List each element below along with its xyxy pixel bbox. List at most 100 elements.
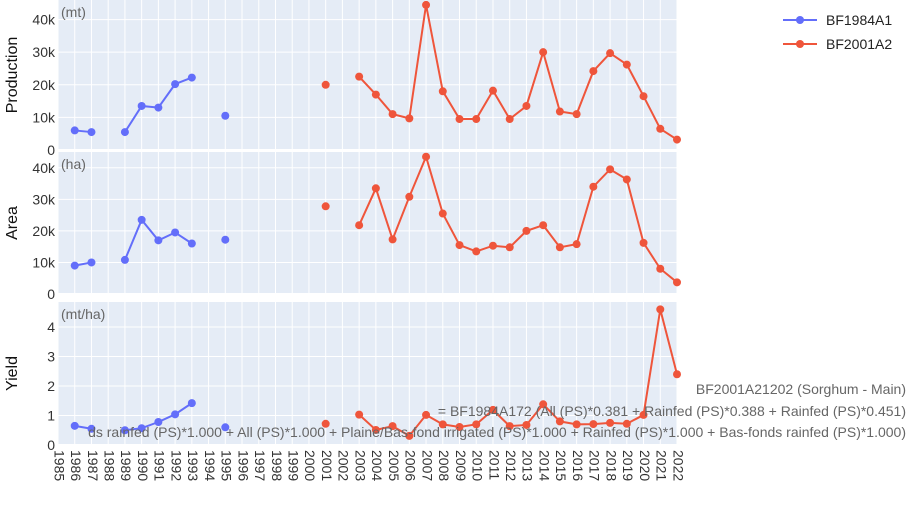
x-tick-label: 1998 — [269, 450, 285, 481]
data-point-BF2001A2 — [388, 422, 397, 431]
data-point-BF2001A2 — [656, 264, 665, 273]
data-point-BF1984A1 — [137, 424, 146, 433]
data-point-BF1984A1 — [187, 399, 196, 408]
x-tick-label: 2007 — [419, 450, 435, 481]
data-point-BF2001A2 — [522, 101, 531, 110]
data-point-BF2001A2 — [589, 420, 598, 429]
x-tick-label: 2022 — [670, 450, 686, 481]
data-point-BF2001A2 — [405, 114, 414, 123]
data-point-BF2001A2 — [505, 422, 514, 431]
data-point-BF2001A2 — [606, 165, 615, 174]
data-point-BF2001A2 — [422, 410, 431, 419]
x-tick-label: 1993 — [185, 450, 201, 481]
data-point-BF1984A1 — [70, 261, 79, 270]
y-tick-label: 40k — [32, 12, 56, 28]
y-tick-label: 20k — [32, 77, 56, 93]
y-tick-label: 10k — [32, 254, 56, 270]
y-tick-label: 10k — [32, 109, 56, 125]
x-tick-label: 2009 — [453, 450, 469, 481]
x-tick-label: 1990 — [135, 450, 151, 481]
data-point-BF2001A2 — [472, 420, 481, 429]
data-point-BF2001A2 — [472, 247, 481, 256]
data-point-BF2001A2 — [539, 48, 548, 57]
data-point-BF2001A2 — [321, 202, 330, 211]
unit-label: (mt) — [61, 4, 86, 20]
data-point-BF1984A1 — [70, 126, 79, 135]
y-tick-label: 40k — [32, 160, 56, 176]
data-point-BF2001A2 — [622, 175, 631, 184]
y-axis-title: Area — [4, 206, 21, 240]
plot-background — [58, 0, 677, 150]
x-tick-label: 1992 — [168, 450, 184, 481]
data-point-BF2001A2 — [438, 420, 447, 429]
data-point-BF2001A2 — [371, 184, 380, 193]
data-point-BF2001A2 — [488, 405, 497, 414]
x-tick-label: 2019 — [620, 450, 636, 481]
data-point-BF1984A1 — [137, 101, 146, 110]
y-tick-label: 0 — [47, 286, 55, 302]
data-point-BF2001A2 — [321, 419, 330, 428]
data-point-BF2001A2 — [355, 72, 364, 81]
x-tick-label: 2003 — [352, 450, 368, 481]
x-tick-label: 2017 — [587, 450, 603, 481]
data-point-BF1984A1 — [120, 255, 129, 264]
x-tick-label: 2021 — [654, 450, 670, 481]
data-point-BF2001A2 — [355, 221, 364, 230]
legend-marker-BF1984A1 — [796, 16, 804, 24]
data-point-BF2001A2 — [505, 115, 514, 124]
data-point-BF2001A2 — [505, 243, 514, 252]
x-tick-label: 1997 — [252, 450, 268, 481]
data-point-BF1984A1 — [187, 73, 196, 82]
data-point-BF2001A2 — [622, 419, 631, 428]
x-tick-label: 1989 — [118, 450, 134, 481]
x-tick-label: 1986 — [68, 450, 84, 481]
x-tick-label: 2006 — [403, 450, 419, 481]
data-point-BF2001A2 — [606, 418, 615, 427]
data-point-BF2001A2 — [639, 92, 648, 101]
data-point-BF2001A2 — [522, 226, 531, 235]
data-point-BF2001A2 — [522, 420, 531, 429]
data-point-BF2001A2 — [488, 86, 497, 95]
data-point-BF2001A2 — [438, 87, 447, 96]
data-point-BF1984A1 — [154, 418, 163, 427]
data-point-BF2001A2 — [455, 115, 464, 124]
data-point-BF2001A2 — [355, 410, 364, 419]
data-point-BF2001A2 — [639, 410, 648, 419]
data-point-BF1984A1 — [154, 103, 163, 112]
data-point-BF1984A1 — [221, 423, 230, 432]
data-point-BF2001A2 — [673, 278, 681, 287]
unit-label: (mt/ha) — [61, 306, 105, 322]
annotation-text: BF2001A21202 (Sorghum - Main) — [696, 381, 906, 397]
data-point-BF1984A1 — [137, 215, 146, 224]
data-point-BF2001A2 — [572, 420, 581, 429]
x-tick-label: 1985 — [51, 450, 67, 481]
x-tick-label: 1996 — [235, 450, 251, 481]
y-axis-title: Yield — [4, 356, 21, 391]
y-tick-label: 1 — [47, 408, 55, 424]
y-tick-label: 30k — [32, 44, 56, 60]
data-point-BF2001A2 — [572, 110, 581, 119]
data-point-BF2001A2 — [555, 417, 564, 426]
y-axis-title: Production — [4, 37, 21, 114]
data-point-BF2001A2 — [438, 209, 447, 218]
data-point-BF2001A2 — [673, 370, 681, 379]
x-tick-label: 1987 — [85, 450, 101, 481]
x-tick-label: 1988 — [101, 450, 117, 481]
x-tick-label: 2018 — [603, 450, 619, 481]
data-point-BF2001A2 — [422, 0, 431, 9]
x-tick-label: 1999 — [286, 450, 302, 481]
x-tick-label: 2000 — [302, 450, 318, 481]
data-point-BF1984A1 — [120, 128, 129, 137]
data-point-BF2001A2 — [589, 182, 598, 191]
data-point-BF2001A2 — [639, 238, 648, 247]
data-point-BF2001A2 — [555, 107, 564, 116]
x-tick-label: 2015 — [553, 450, 569, 481]
annotation-text: ds rainfed (PS)*1.000 + All (PS)*1.000 +… — [88, 424, 906, 440]
x-tick-label: 1994 — [202, 450, 218, 481]
y-tick-label: 0 — [47, 437, 55, 453]
data-point-BF2001A2 — [488, 241, 497, 250]
x-tick-label: 2005 — [386, 450, 402, 481]
data-point-BF1984A1 — [87, 424, 96, 433]
data-point-BF2001A2 — [673, 135, 681, 144]
